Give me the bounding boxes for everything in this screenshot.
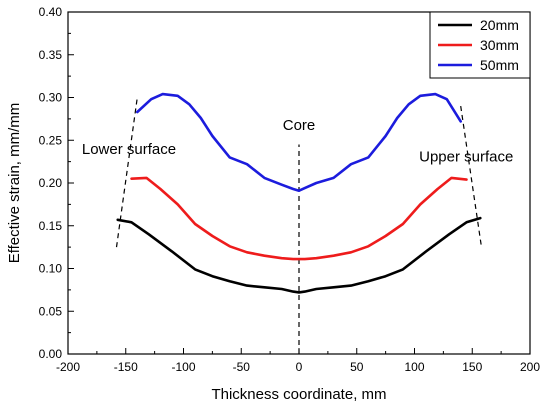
x-tick-label: 50 bbox=[350, 360, 364, 374]
annotation-lower-surface: Lower surface bbox=[82, 141, 176, 158]
series-line-50mm bbox=[136, 92, 463, 192]
axis-ticks: -200 -150 -100 -50 0 50 100 150 200 0.00 0.05 0.10 0… bbox=[39, 5, 541, 374]
legend: 20mm 30mm 50mm bbox=[429, 11, 531, 79]
lower-surface-guide bbox=[115, 97, 138, 248]
y-tick-label: 0.20 bbox=[39, 176, 63, 190]
annotation-core: Core bbox=[283, 117, 316, 134]
x-tick-label: 100 bbox=[404, 360, 424, 374]
x-tick-label: -200 bbox=[56, 360, 80, 374]
legend-label-20mm: 20mm bbox=[480, 17, 519, 33]
x-tick-label: 150 bbox=[462, 360, 482, 374]
y-tick-label: 0.15 bbox=[39, 219, 63, 233]
plot-content bbox=[115, 92, 483, 354]
annotation-upper-surface: Upper surface bbox=[419, 149, 513, 166]
y-axis-title: Effective strain, mm/mm bbox=[6, 103, 23, 264]
y-tick-label: 0.30 bbox=[39, 91, 63, 105]
y-tick-label: 0.05 bbox=[39, 304, 63, 318]
series-line-30mm bbox=[130, 176, 468, 261]
x-tick-label: -150 bbox=[114, 360, 138, 374]
x-tick-label: 0 bbox=[296, 360, 303, 374]
x-tick-label: 200 bbox=[520, 360, 540, 374]
y-tick-label: 0.35 bbox=[39, 48, 63, 62]
y-tick-label: 0.10 bbox=[39, 262, 63, 276]
upper-surface-guide bbox=[460, 105, 483, 248]
legend-label-30mm: 30mm bbox=[480, 37, 519, 53]
legend-label-50mm: 50mm bbox=[480, 57, 519, 73]
y-tick-label: 0.00 bbox=[39, 347, 63, 361]
x-tick-label: -100 bbox=[171, 360, 195, 374]
series-line-20mm bbox=[116, 216, 482, 294]
x-axis-title: Thickness coordinate, mm bbox=[211, 386, 386, 403]
annotations: Core Lower surface Upper surface bbox=[82, 117, 513, 166]
y-tick-label: 0.25 bbox=[39, 133, 63, 147]
x-tick-label: -50 bbox=[233, 360, 251, 374]
y-tick-label: 0.40 bbox=[39, 5, 63, 19]
